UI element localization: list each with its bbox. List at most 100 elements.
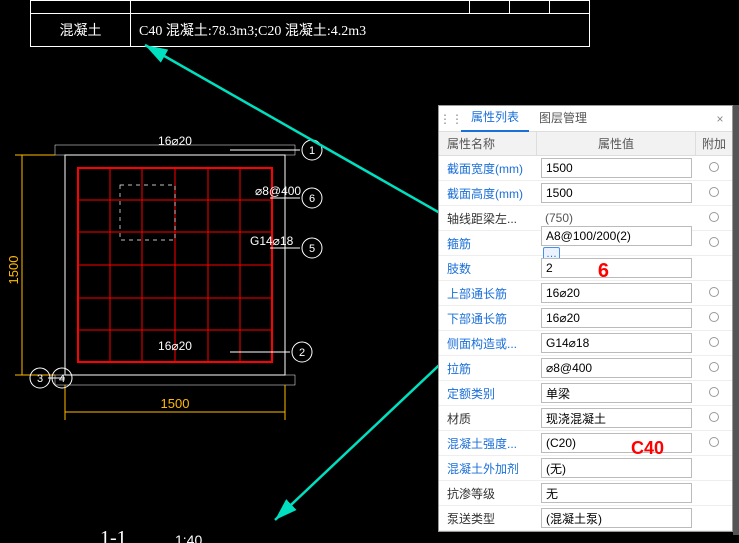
property-row: 抗渗等级: [439, 481, 732, 506]
grid-header: 属性名称 属性值 附加: [439, 132, 732, 156]
section-svg: 16⌀20 ⌀8@400 G14⌀18 16⌀20 1500 1500 1 6 …: [0, 90, 435, 510]
property-input[interactable]: [541, 158, 692, 178]
property-value: [537, 283, 696, 303]
property-panel: ⋮⋮ 属性列表 图层管理 × 属性名称 属性值 附加 截面宽度(mm) 截面高度(…: [438, 105, 733, 532]
extra-radio[interactable]: [709, 162, 719, 172]
tab-layers[interactable]: 图层管理: [529, 106, 597, 131]
extra-radio[interactable]: [709, 187, 719, 197]
svg-text:16⌀20: 16⌀20: [158, 339, 192, 353]
property-name: 轴线距梁左...: [439, 210, 537, 227]
property-input[interactable]: [541, 508, 692, 528]
svg-text:1500: 1500: [6, 256, 21, 285]
extra-radio[interactable]: [709, 312, 719, 322]
property-value: [537, 308, 696, 328]
property-name[interactable]: 上部通长筋: [439, 285, 537, 302]
property-row: 拉筋: [439, 356, 732, 381]
extra-radio[interactable]: [709, 212, 719, 222]
property-input[interactable]: [541, 458, 692, 478]
extra-radio[interactable]: [709, 362, 719, 372]
property-name[interactable]: 拉筋: [439, 360, 537, 377]
property-input[interactable]: [541, 433, 692, 453]
property-input[interactable]: [541, 258, 692, 278]
property-row: 箍筋…: [439, 231, 732, 256]
panel-header: ⋮⋮ 属性列表 图层管理 ×: [439, 106, 732, 132]
property-value: [537, 483, 696, 503]
extra-radio[interactable]: [709, 287, 719, 297]
property-text: (750): [541, 211, 573, 225]
svg-text:G14⌀18: G14⌀18: [250, 234, 294, 248]
property-value: [537, 333, 696, 353]
property-name[interactable]: 混凝土强度...: [439, 435, 537, 452]
property-input[interactable]: [541, 308, 692, 328]
property-extra: [696, 186, 732, 200]
property-row: 定额类别: [439, 381, 732, 406]
svg-text:5: 5: [309, 243, 315, 255]
section-name: 1-1: [100, 527, 127, 543]
property-value: [537, 508, 696, 528]
property-name[interactable]: 混凝土外加剂: [439, 460, 537, 477]
extra-radio[interactable]: [709, 437, 719, 447]
svg-text:⌀8@400: ⌀8@400: [255, 184, 301, 198]
property-input[interactable]: [541, 383, 692, 403]
property-input[interactable]: [541, 333, 692, 353]
property-input[interactable]: [541, 183, 692, 203]
extra-radio[interactable]: [709, 387, 719, 397]
property-row: 下部通长筋: [439, 306, 732, 331]
property-value: (750): [537, 211, 696, 225]
extra-radio[interactable]: [709, 337, 719, 347]
property-rows: 截面宽度(mm) 截面高度(mm) 轴线距梁左... (750) 箍筋… 肢数上部通长筋下…: [439, 156, 732, 531]
property-input[interactable]: [541, 358, 692, 378]
annotation-6: 6: [598, 260, 609, 283]
property-extra: [696, 336, 732, 350]
property-value: [537, 183, 696, 203]
tab-properties[interactable]: 属性列表: [461, 105, 529, 132]
property-row: 截面高度(mm): [439, 181, 732, 206]
property-name: 抗渗等级: [439, 485, 537, 502]
property-extra: [696, 236, 732, 250]
property-name[interactable]: 肢数: [439, 260, 537, 277]
property-row: 肢数: [439, 256, 732, 281]
material-summary-table: 混凝土 C40 混凝土:78.3m3;C20 混凝土:4.2m3: [30, 0, 590, 47]
section-drawing: 16⌀20 ⌀8@400 G14⌀18 16⌀20 1500 1500 1 6 …: [0, 90, 435, 543]
property-extra: [696, 386, 732, 400]
property-input[interactable]: [541, 408, 692, 428]
svg-text:1500: 1500: [161, 396, 190, 411]
property-value: [537, 433, 696, 453]
property-name[interactable]: 截面宽度(mm): [439, 160, 537, 177]
col-extra: 附加: [696, 132, 732, 155]
property-name[interactable]: 箍筋: [439, 235, 537, 252]
property-input[interactable]: [541, 283, 692, 303]
property-value: [537, 458, 696, 478]
property-row: 混凝土强度...: [439, 431, 732, 456]
section-scale: 1:40: [175, 532, 202, 543]
property-row: 上部通长筋: [439, 281, 732, 306]
extra-radio[interactable]: [709, 412, 719, 422]
col-name: 属性名称: [439, 132, 537, 155]
property-name[interactable]: 定额类别: [439, 385, 537, 402]
property-row: 侧面构造或...: [439, 331, 732, 356]
property-input[interactable]: [541, 483, 692, 503]
property-extra: [696, 211, 732, 225]
property-extra: [696, 411, 732, 425]
property-row: 材质: [439, 406, 732, 431]
col-value: 属性值: [537, 132, 696, 155]
property-name: 材质: [439, 410, 537, 427]
property-value: [537, 408, 696, 428]
svg-text:16⌀20: 16⌀20: [158, 134, 192, 148]
property-extra: [696, 311, 732, 325]
annotation-c40: C40: [631, 438, 664, 459]
property-name[interactable]: 下部通长筋: [439, 310, 537, 327]
property-extra: [696, 436, 732, 450]
property-input[interactable]: [541, 226, 692, 246]
property-name[interactable]: 侧面构造或...: [439, 335, 537, 352]
extra-radio[interactable]: [709, 237, 719, 247]
property-value: [537, 383, 696, 403]
property-extra: [696, 161, 732, 175]
property-name[interactable]: 截面高度(mm): [439, 185, 537, 202]
vertical-scrollbar[interactable]: [733, 105, 739, 535]
property-value: [537, 158, 696, 178]
svg-text:4: 4: [59, 373, 65, 385]
panel-grip-icon[interactable]: ⋮⋮: [439, 112, 461, 126]
svg-text:1: 1: [309, 145, 315, 157]
panel-close-icon[interactable]: ×: [708, 112, 732, 126]
